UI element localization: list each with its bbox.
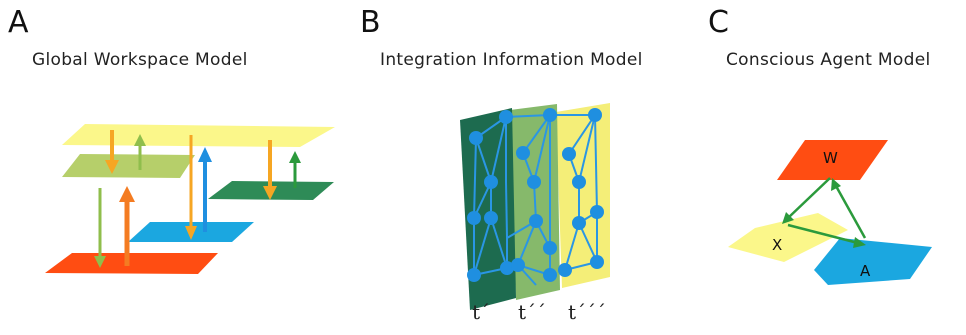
panel-a: A Global Workspace Model: [0, 0, 335, 335]
arrow-yellow-to-darkgreen-down: [263, 140, 277, 200]
node: [590, 255, 604, 269]
panel-c-letter: C: [708, 5, 729, 40]
arrow-red-to-lightgreen-up-orange: [119, 186, 135, 266]
node: [469, 131, 483, 145]
node: [511, 258, 525, 272]
panel-c: C Conscious Agent Model W X A: [700, 0, 966, 335]
node: [527, 175, 541, 189]
time-label-t2: t´´: [518, 300, 547, 324]
layer-t1: [460, 108, 516, 310]
panel-b-letter: B: [360, 5, 381, 40]
arrow-lightgreen-to-red-down: [94, 188, 106, 268]
node: [572, 175, 586, 189]
panel-b: B Integration Information Model: [360, 0, 680, 335]
arrow-cyan-to-yellow-up: [198, 147, 212, 232]
integration-information-diagram: [460, 103, 610, 310]
plane-x: [728, 213, 848, 262]
arrow-darkgreen-to-yellow-up: [289, 151, 301, 188]
plane-yellow-top: [62, 124, 335, 147]
node: [562, 147, 576, 161]
arrow-a-to-w: [831, 178, 867, 239]
node-label-x: X: [772, 236, 782, 254]
panel-a-title: Global Workspace Model: [32, 50, 248, 70]
node-label-w: W: [823, 149, 838, 167]
arrow-yellow-to-lightgreen-down: [105, 130, 119, 174]
time-label-t3: t´´´: [568, 300, 607, 324]
plane-light-green: [62, 154, 195, 178]
node: [543, 268, 557, 282]
arrow-lightgreen-to-yellow-up: [134, 134, 146, 170]
global-workspace-diagram: [45, 124, 335, 274]
node-label-a: A: [860, 262, 871, 280]
node: [516, 146, 530, 160]
node: [572, 216, 586, 230]
node: [543, 241, 557, 255]
agent-edges: [782, 177, 867, 248]
node: [484, 211, 498, 225]
panel-b-title: Integration Information Model: [380, 50, 643, 70]
arrow-x-to-a: [787, 223, 866, 248]
layer-t3-nodes: [558, 108, 604, 277]
node: [529, 214, 543, 228]
plane-w: [777, 140, 888, 180]
arrow-yellow-to-cyan-down: [185, 135, 197, 240]
plane-red-orange: [45, 253, 218, 274]
node: [500, 261, 514, 275]
node: [558, 263, 572, 277]
panel-a-letter: A: [8, 5, 29, 40]
node: [484, 175, 498, 189]
panel-c-title: Conscious Agent Model: [726, 50, 931, 70]
node: [543, 108, 557, 122]
node: [499, 110, 513, 124]
node: [467, 211, 481, 225]
node: [588, 108, 602, 122]
layer-t2-nodes: [511, 108, 557, 282]
node: [590, 205, 604, 219]
arrow-w-to-x: [782, 177, 831, 224]
time-label-t1: t´: [472, 300, 491, 324]
conscious-agent-diagram: W X A: [728, 140, 932, 285]
layer-t1-nodes: [467, 110, 514, 282]
plane-a: [814, 238, 932, 285]
node: [467, 268, 481, 282]
